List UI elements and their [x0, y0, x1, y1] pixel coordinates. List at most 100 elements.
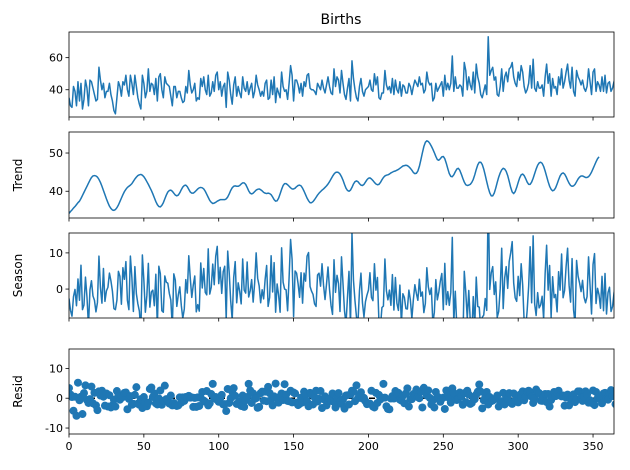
resid-point	[93, 406, 102, 415]
resid-point	[111, 402, 120, 411]
y-tick-label: 40	[49, 84, 63, 97]
resid-point	[493, 391, 502, 400]
resid-point	[619, 392, 627, 400]
resid-point	[166, 391, 175, 400]
y-tick-label: -10	[45, 422, 63, 435]
resid-point	[415, 394, 424, 403]
resid-point	[385, 405, 394, 414]
axes-frame	[68, 232, 615, 319]
resid-point	[430, 403, 439, 412]
series-line	[69, 233, 614, 318]
series-line	[69, 36, 614, 115]
resid-point	[255, 402, 264, 411]
resid-point	[264, 382, 273, 391]
resid-point	[622, 400, 630, 408]
resid-point	[244, 379, 253, 388]
x-tick-label: 0	[66, 440, 73, 453]
resid-point	[344, 400, 353, 409]
x-tick-label: 250	[433, 440, 454, 453]
x-tick-label: 200	[358, 440, 379, 453]
resid-point	[132, 383, 141, 392]
y-tick-label: 40	[49, 185, 63, 198]
plot-area	[69, 140, 600, 214]
resid-point	[69, 384, 73, 393]
resid-point	[280, 380, 289, 389]
resid-point	[623, 400, 630, 408]
y-tick-label: 0	[56, 283, 63, 296]
resid-point	[229, 384, 238, 393]
resid-point	[334, 389, 343, 398]
resid-point	[144, 398, 153, 407]
series-line	[69, 140, 600, 214]
resid-point	[614, 400, 622, 408]
x-tick-label: 350	[583, 440, 604, 453]
y-tick-label: 10	[49, 362, 63, 375]
resid-point	[78, 410, 87, 419]
resid-point	[147, 383, 156, 392]
x-tick-label: 100	[208, 440, 229, 453]
y-axis-title: Resid	[11, 375, 25, 407]
resid-point	[81, 381, 90, 390]
y-tick-label: 10	[49, 247, 63, 260]
resid-point	[222, 407, 231, 416]
axes-frame	[68, 31, 615, 118]
resid-point	[440, 404, 449, 413]
figure-title: Births	[321, 12, 362, 28]
resid-point	[616, 399, 624, 407]
plot-area	[69, 36, 614, 115]
resid-point	[208, 379, 217, 388]
resid-point	[87, 382, 96, 391]
resid-point	[331, 403, 340, 412]
y-axis-title: Season	[11, 254, 25, 298]
resid-point	[611, 400, 614, 408]
resid-point	[130, 390, 139, 399]
resid-point	[380, 393, 389, 402]
resid-point	[545, 402, 554, 411]
x-tick-label: 50	[137, 440, 151, 453]
x-tick-label: 300	[508, 440, 529, 453]
resid-point	[240, 402, 249, 411]
resid-point	[476, 387, 485, 396]
resid-point	[349, 387, 358, 396]
resid-point	[418, 403, 427, 412]
resid-point	[424, 386, 433, 395]
resid-point	[231, 391, 240, 400]
resid-point	[620, 396, 628, 404]
panel-2: 40 50 Trend	[11, 131, 615, 222]
plot-area	[69, 233, 614, 318]
resid-point	[316, 387, 325, 396]
resid-point	[195, 401, 204, 410]
resid-point	[160, 381, 169, 390]
y-tick-label: 0	[56, 392, 63, 405]
resid-point	[478, 404, 487, 413]
resid-point	[79, 389, 88, 398]
resid-point	[271, 379, 280, 388]
resid-point	[509, 389, 518, 398]
resid-point	[404, 402, 413, 411]
y-axis-title: Trend	[11, 159, 25, 193]
resid-point	[352, 381, 361, 390]
resid-point	[291, 389, 300, 398]
axes-frame	[68, 131, 615, 219]
y-tick-label: 60	[49, 52, 63, 65]
resid-point	[590, 401, 599, 410]
resid-point	[268, 401, 277, 410]
resid-point	[617, 396, 625, 404]
resid-point	[565, 401, 574, 410]
resid-point	[73, 378, 82, 387]
axes-frame	[68, 348, 615, 435]
resid-point	[475, 380, 484, 389]
resid-point	[610, 387, 614, 396]
y-tick-label: 50	[49, 147, 63, 160]
plot-area	[69, 378, 630, 420]
panel-1: 40 60	[49, 31, 615, 121]
x-tick-label: 150	[283, 440, 304, 453]
panel-3: 0 10 Season	[11, 232, 615, 322]
resid-point	[217, 390, 226, 399]
resid-point	[243, 393, 252, 402]
resid-point	[379, 379, 388, 388]
resid-point	[403, 384, 412, 393]
resid-point	[449, 389, 458, 398]
